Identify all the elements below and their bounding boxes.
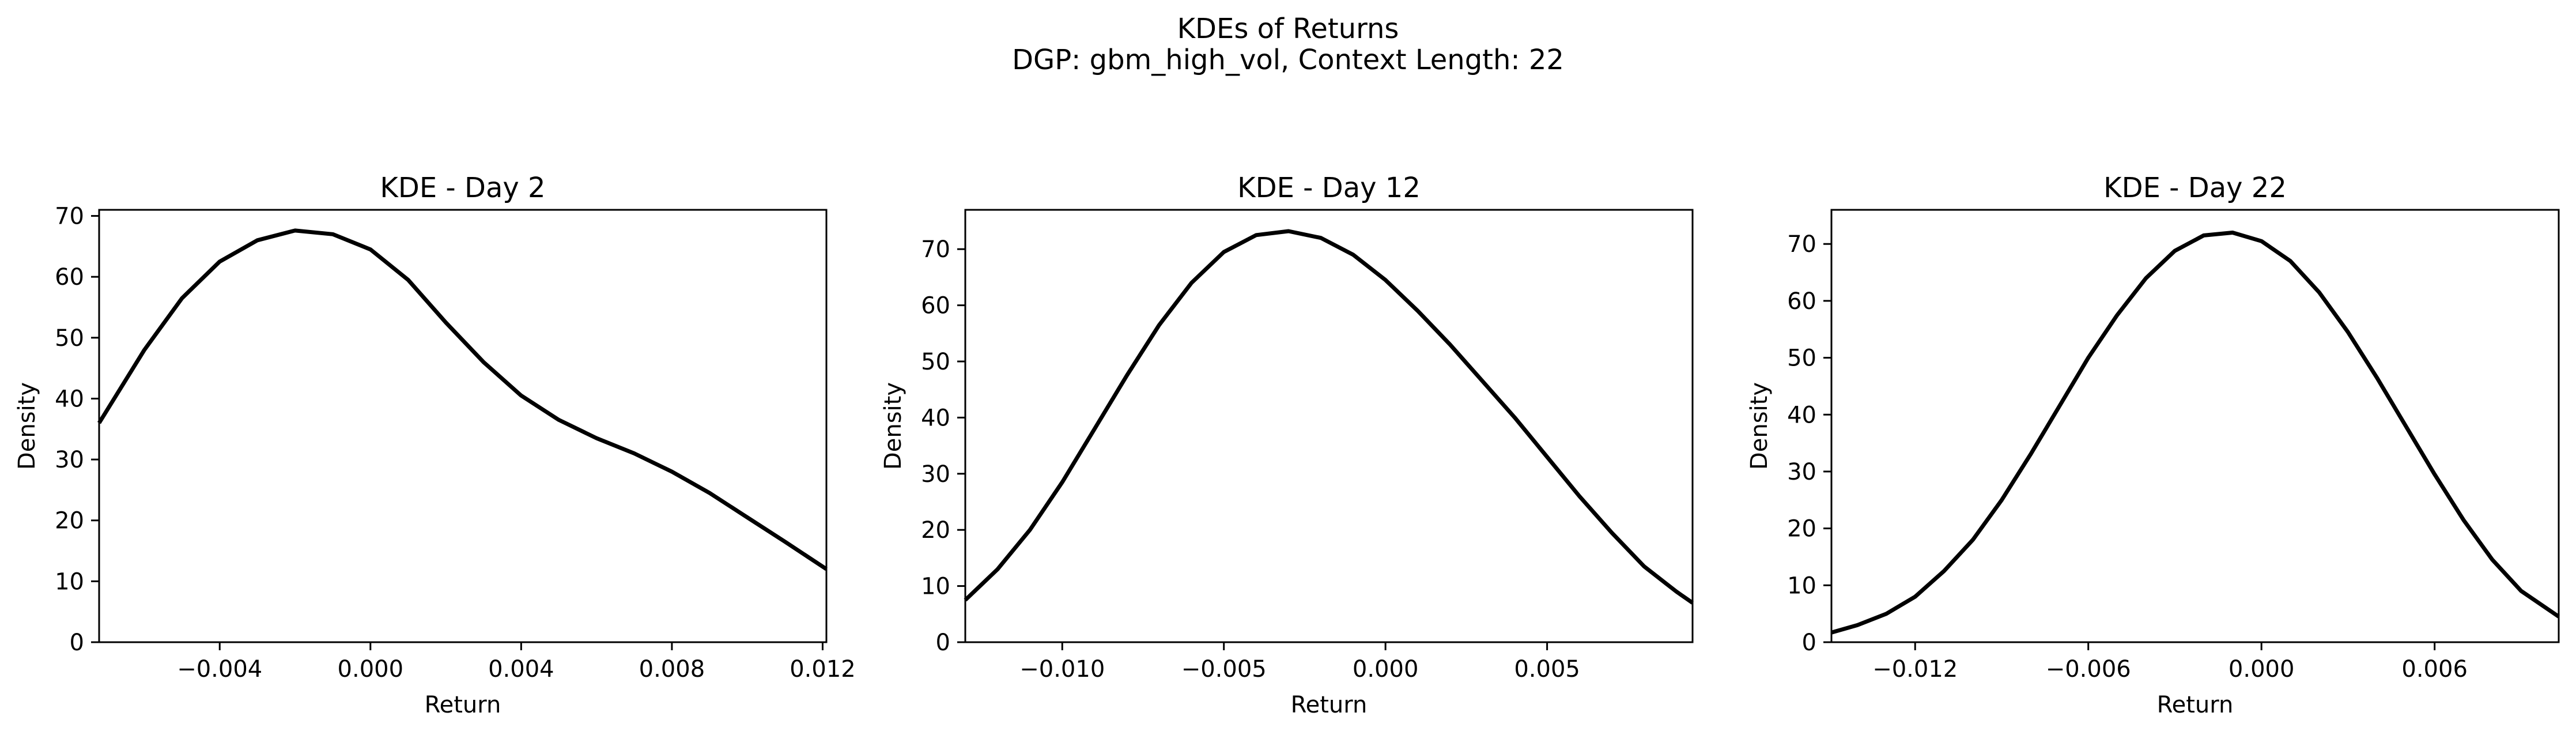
y-tick-label: 60 [921, 293, 950, 319]
x-axis-label: Return [2157, 692, 2234, 718]
x-axis-label: Return [425, 692, 501, 718]
kde-curve [964, 229, 1694, 605]
y-tick-label: 0 [1802, 630, 1816, 656]
kde-curve [97, 228, 828, 571]
x-tick-label: 0.012 [790, 656, 856, 683]
figure-subtitle: DGP: gbm_high_vol, Context Length: 22 [1012, 44, 1564, 76]
kde-curve [1831, 231, 2560, 635]
y-tick-label: 70 [921, 236, 950, 263]
y-axis-label: Density [880, 382, 906, 470]
y-tick-label: 60 [1787, 288, 1816, 315]
panel-title: KDE - Day 12 [1237, 172, 1421, 204]
x-tick-label: 0.000 [2228, 656, 2295, 683]
y-tick-label: 50 [1787, 345, 1816, 372]
x-tick-label: 0.008 [639, 656, 705, 683]
y-tick-label: 10 [921, 574, 950, 600]
x-tick-label: −0.012 [1872, 656, 1958, 683]
kde-panel-2: KDE - Day 12 −0.010 −0.005 0.000 0.005 0 10 20 3… [880, 172, 1694, 718]
y-tick-label: 20 [1787, 516, 1816, 542]
y-tick-label: 10 [55, 568, 84, 595]
axes-frame [1830, 209, 2560, 643]
x-tick-label: 0.000 [1353, 656, 1419, 683]
x-axis-label: Return [1291, 692, 1368, 718]
y-tick-label: 30 [1787, 459, 1816, 485]
y-tick-label: 10 [1787, 572, 1816, 599]
y-tick-label: 30 [55, 447, 84, 473]
y-tick-label: 60 [55, 264, 84, 291]
y-tick-label: 40 [55, 386, 84, 412]
kde-panel-1: KDE - Day 2 −0.004 0.000 0.004 0.008 0.012 0 10… [14, 172, 856, 718]
x-tick-label: −0.005 [1181, 656, 1267, 683]
y-tick-label: 40 [921, 405, 950, 431]
y-tick-label: 30 [921, 461, 950, 488]
y-tick-label: 20 [921, 517, 950, 544]
x-tick-label: 0.005 [1514, 656, 1580, 683]
y-tick-label: 0 [936, 630, 950, 656]
x-tick-label: −0.010 [1019, 656, 1105, 683]
x-tick-label: −0.004 [177, 656, 262, 683]
y-tick-label: 50 [921, 349, 950, 375]
y-axis-label: Density [1746, 382, 1773, 470]
panel-title: KDE - Day 22 [2103, 172, 2287, 204]
y-tick-label: 40 [1787, 402, 1816, 428]
axes-frame [98, 209, 828, 643]
y-axis-label: Density [14, 382, 40, 470]
x-tick-label: 0.004 [488, 656, 554, 683]
y-tick-label: 70 [55, 203, 84, 230]
panel-title: KDE - Day 2 [380, 172, 545, 204]
y-tick-label: 0 [70, 630, 84, 656]
axes-frame [964, 209, 1694, 643]
y-tick-label: 50 [55, 325, 84, 352]
x-tick-label: 0.000 [338, 656, 404, 683]
x-tick-label: 0.006 [2401, 656, 2468, 683]
x-tick-label: −0.006 [2046, 656, 2131, 683]
kde-panel-3: KDE - Day 22 −0.012 −0.006 0.000 0.006 0 10 20 3… [1746, 172, 2560, 718]
y-tick-label: 20 [55, 508, 84, 534]
y-tick-label: 70 [1787, 231, 1816, 258]
figure-title: KDEs of Returns [1177, 13, 1399, 45]
